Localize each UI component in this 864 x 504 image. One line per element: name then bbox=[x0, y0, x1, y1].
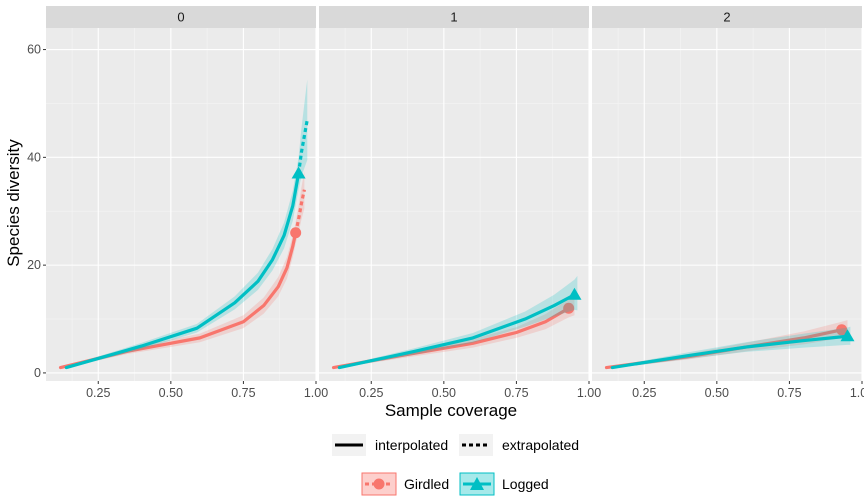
facet-strip-label: 1 bbox=[450, 10, 457, 25]
x-tick-label-0.50: 0.50 bbox=[705, 386, 729, 400]
plot-background bbox=[592, 28, 862, 381]
x-tick-label-0.75: 0.75 bbox=[231, 386, 255, 400]
x-tick-label-0.75: 0.75 bbox=[777, 386, 801, 400]
band-girdled bbox=[60, 170, 305, 369]
band-girdled bbox=[333, 294, 575, 369]
y-tick-label-20: 20 bbox=[27, 258, 41, 272]
x-tick-label-0.25: 0.25 bbox=[632, 386, 656, 400]
observed-point-logged bbox=[840, 329, 855, 342]
facet-strip bbox=[592, 6, 862, 28]
line-interpolated-girdled bbox=[58, 231, 298, 370]
x-tick-label-0.75: 0.75 bbox=[504, 386, 528, 400]
observed-point-girdled bbox=[290, 227, 302, 239]
x-tick-label-0.25: 0.25 bbox=[359, 386, 383, 400]
y-tick-label-0: 0 bbox=[34, 366, 41, 380]
y-axis-title: Species diversity bbox=[4, 139, 23, 267]
x-axis-title: Sample coverage bbox=[385, 401, 517, 420]
x-tick-label-1.00: 1.00 bbox=[304, 386, 328, 400]
legend-label-interpolated: interpolated bbox=[375, 437, 448, 453]
facet-panels: 0 20 40 60 0 0.25 0.50 0.75 1.00 1 0.25 0.50 0.75 1.0… bbox=[27, 6, 864, 400]
panel-marks bbox=[331, 275, 582, 370]
legend-group: Girdled Logged bbox=[361, 472, 549, 496]
observed-point-girdled bbox=[563, 302, 575, 314]
facet-strip bbox=[319, 6, 589, 28]
y-tick-label-40: 40 bbox=[27, 150, 41, 164]
observed-point-logged bbox=[291, 166, 306, 179]
line-interpolated-logged bbox=[610, 334, 850, 370]
x-tick-label-0.50: 0.50 bbox=[432, 386, 456, 400]
x-tick-label-0.25: 0.25 bbox=[86, 386, 110, 400]
panel-2: 2 0.25 0.50 0.75 1.00 bbox=[592, 6, 864, 400]
legend-label-extrapolated: extrapolated bbox=[502, 437, 579, 453]
legend-label-logged: Logged bbox=[502, 476, 549, 492]
line-interpolated-logged bbox=[64, 171, 301, 370]
band-logged bbox=[66, 79, 308, 369]
x-tick-label-0.50: 0.50 bbox=[159, 386, 183, 400]
panel-marks bbox=[604, 320, 855, 370]
line-extrapolated-girdled bbox=[294, 189, 306, 234]
x-tick-label-1.00: 1.00 bbox=[577, 386, 601, 400]
panel-marks bbox=[58, 79, 309, 370]
line-extrapolated-logged bbox=[296, 119, 309, 174]
facet-strip bbox=[46, 6, 316, 28]
legend-key-point-girdled bbox=[373, 478, 385, 490]
line-interpolated-logged bbox=[337, 293, 577, 370]
observed-point-logged bbox=[567, 287, 582, 300]
legend-key-point-logged bbox=[470, 477, 484, 490]
legend-linetype: interpolated extrapolated bbox=[332, 434, 579, 456]
facet-strip-label: 2 bbox=[723, 10, 730, 25]
x-tick-label-1.00: 1.00 bbox=[850, 386, 864, 400]
plot-background bbox=[46, 28, 316, 381]
panel-0: 0 0.25 0.50 0.75 1.00 bbox=[46, 6, 328, 400]
legend-label-girdled: Girdled bbox=[404, 476, 449, 492]
band-logged bbox=[339, 275, 578, 369]
facet-strip-label: 0 bbox=[177, 10, 184, 25]
observed-point-girdled bbox=[836, 324, 848, 336]
y-tick-label-60: 60 bbox=[27, 43, 41, 57]
panel-1: 1 0.25 0.50 0.75 1.00 bbox=[319, 6, 601, 400]
plot-background bbox=[319, 28, 589, 381]
